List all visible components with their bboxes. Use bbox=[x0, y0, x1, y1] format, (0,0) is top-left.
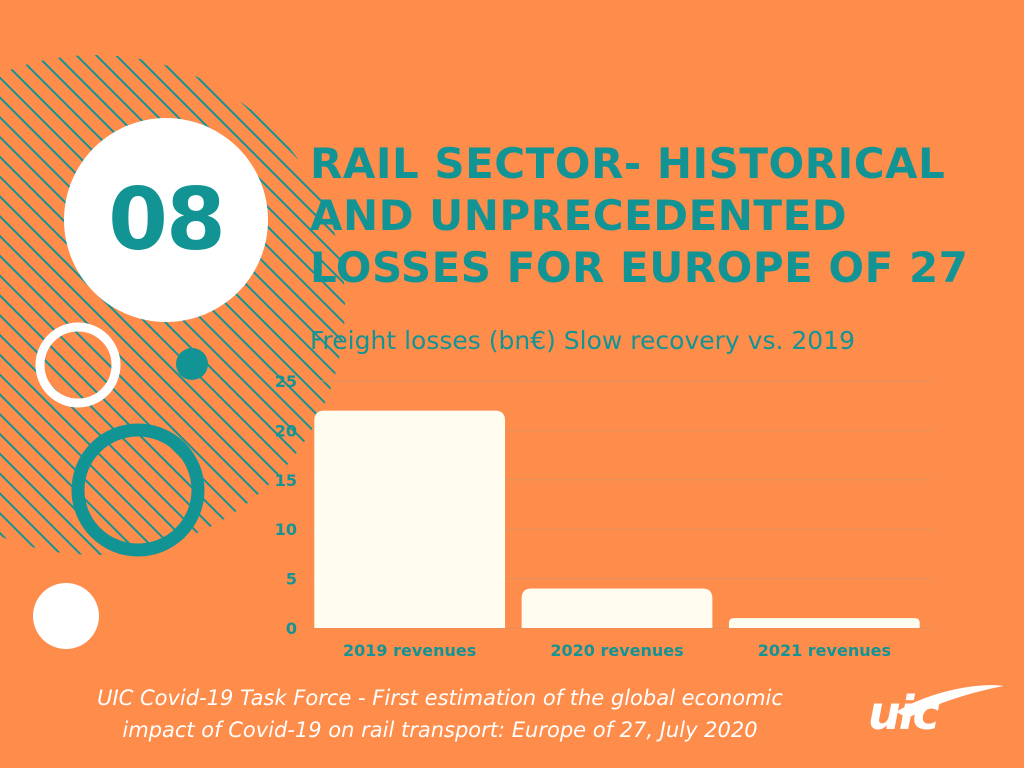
y-tick-label: 0 bbox=[286, 619, 297, 638]
badge-circle bbox=[64, 118, 268, 322]
ring-teal-decoration bbox=[71, 423, 205, 557]
badge-number: 08 bbox=[108, 170, 226, 270]
title-line-2: AND UNPRECEDENTED bbox=[310, 191, 848, 240]
bars bbox=[314, 410, 920, 628]
y-tick-label: 5 bbox=[286, 570, 297, 589]
dot-white-decoration bbox=[33, 583, 99, 649]
bar bbox=[728, 618, 920, 628]
y-tick-label: 25 bbox=[275, 372, 297, 391]
y-tick-label: 10 bbox=[275, 520, 297, 539]
ring-white-decoration bbox=[35, 322, 121, 408]
x-tick-label: 2020 revenues bbox=[550, 641, 683, 660]
logo-text: uic bbox=[868, 686, 940, 740]
logo-swoosh-icon bbox=[896, 685, 1004, 718]
x-tick-label: 2021 revenues bbox=[758, 641, 891, 660]
title-line-3: LOSSES FOR EUROPE OF 27 bbox=[310, 243, 969, 292]
bar bbox=[521, 588, 713, 628]
page-title: RAIL SECTOR- HISTORICAL AND UNPRECEDENTE… bbox=[310, 138, 1010, 294]
chart-title: Freight losses (bn€) Slow recovery vs. 2… bbox=[310, 326, 855, 355]
y-tick-label: 15 bbox=[275, 471, 297, 490]
bar bbox=[314, 410, 506, 628]
x-tick-label: 2019 revenues bbox=[343, 641, 476, 660]
dot-teal-decoration bbox=[176, 348, 208, 380]
footer-source: UIC Covid-19 Task Force - First estimati… bbox=[0, 682, 880, 746]
title-line-1: RAIL SECTOR- HISTORICAL bbox=[310, 139, 946, 188]
y-axis-ticks: 0 5 10 15 20 25 bbox=[275, 372, 297, 638]
y-tick-label: 20 bbox=[275, 421, 297, 440]
uic-logo: uic bbox=[868, 682, 1008, 752]
footer-line-1: UIC Covid-19 Task Force - First estimati… bbox=[97, 686, 783, 710]
x-axis-ticks: 2019 revenues 2020 revenues 2021 revenues bbox=[343, 641, 891, 660]
footer-line-2: impact of Covid-19 on rail transport: Eu… bbox=[122, 718, 758, 742]
